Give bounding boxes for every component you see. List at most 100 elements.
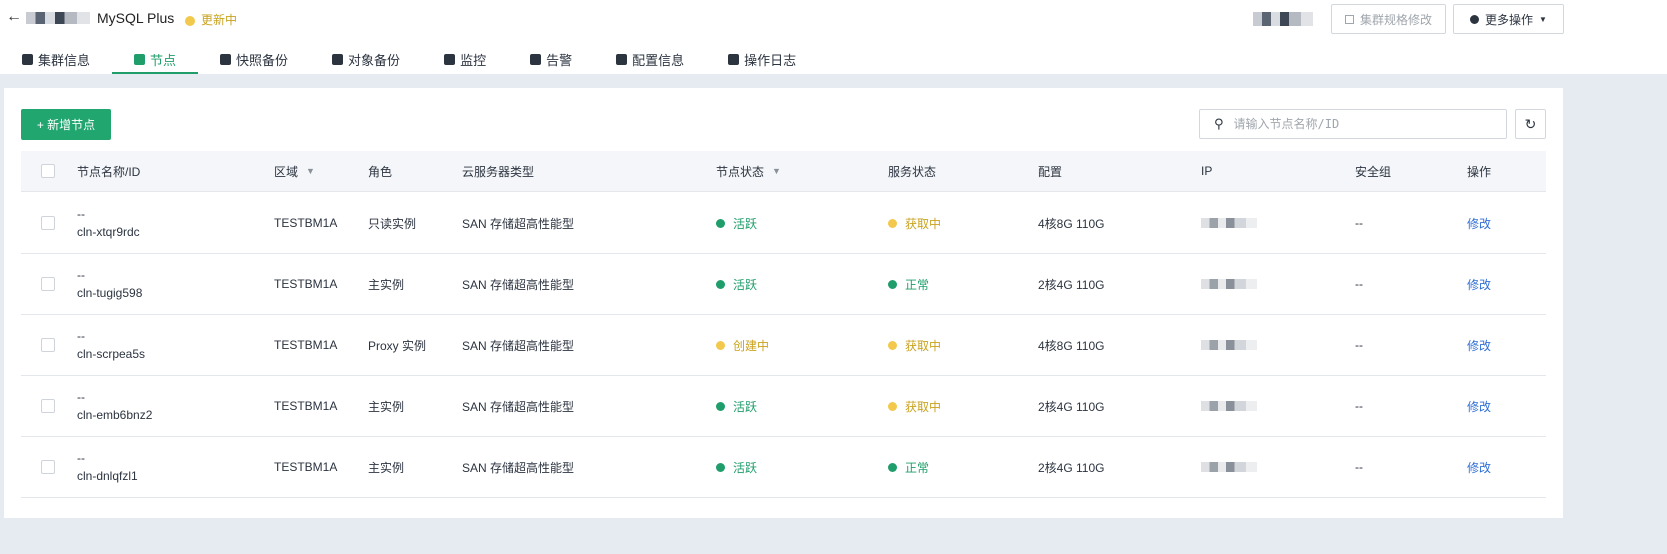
tab-6[interactable]: 配置信息	[594, 44, 706, 74]
row-checkbox[interactable]	[41, 277, 55, 291]
table-row: -- cln-dnlqfzl1 TESTBM1A 主实例 SAN 存储超高性能型 …	[21, 437, 1546, 498]
node-status-text: 活跃	[733, 460, 758, 475]
monitor-icon	[444, 53, 456, 65]
modify-link[interactable]: 修改	[1467, 277, 1492, 292]
region: TESTBM1A	[274, 216, 338, 230]
ip-redacted	[1201, 401, 1257, 411]
search-icon: ⚲	[1214, 116, 1224, 131]
status-dot-icon	[888, 279, 897, 289]
add-node-button[interactable]: + 新增节点	[21, 109, 111, 140]
more-icon	[1470, 14, 1480, 24]
spec-modify-button[interactable]: 集群规格修改	[1331, 4, 1446, 34]
service-status: 获取中	[888, 376, 941, 436]
tab-label: 对象备份	[348, 52, 401, 68]
status-dot-icon	[888, 218, 897, 228]
tab-4[interactable]: 监控	[422, 44, 508, 74]
camera-icon	[220, 53, 232, 65]
alarm-icon	[530, 53, 542, 65]
cube-icon	[22, 53, 33, 65]
server-type: SAN 存储超高性能型	[462, 460, 575, 475]
column-header-label: IP	[1201, 164, 1213, 178]
column-header: 节点状态 ▼	[716, 151, 781, 191]
column-header: IP	[1201, 151, 1212, 191]
role: 主实例	[368, 460, 405, 475]
tab-label: 配置信息	[632, 52, 685, 68]
column-header-label: 服务状态	[888, 164, 937, 179]
column-header-label: 节点名称/ID	[77, 164, 141, 179]
search-box: ⚲	[1199, 109, 1507, 139]
modify-link[interactable]: 修改	[1467, 399, 1492, 414]
tab-2[interactable]: 快照备份	[198, 44, 310, 74]
config: 4核8G 110G	[1038, 338, 1105, 353]
node-id: cln-xtqr9rdc	[77, 225, 140, 239]
search-input[interactable]	[1233, 117, 1484, 131]
refresh-icon: ↻	[1524, 115, 1537, 132]
status-dot-icon	[185, 15, 195, 26]
server-icon	[134, 53, 146, 65]
node-id: cln-tugig598	[77, 286, 143, 300]
column-header-label: 安全组	[1355, 164, 1392, 179]
server-type: SAN 存储超高性能型	[462, 338, 575, 353]
config: 2核4G 110G	[1038, 277, 1105, 292]
tab-0[interactable]: 集群信息	[0, 44, 112, 74]
status-dot-icon	[888, 462, 897, 472]
more-actions-button[interactable]: 更多操作 ▼	[1453, 4, 1564, 34]
tab-5[interactable]: 告警	[508, 44, 594, 74]
node-name: --	[77, 390, 85, 404]
page-title: MySQL Plus	[97, 10, 175, 26]
filter-icon[interactable]: ▼	[306, 166, 315, 176]
nodes-panel: + 新增节点 ⚲ ↻ 节点名称/ID 区域 ▼ 角色 云服务器类型 节点状态 ▼ 服务状态 配置…	[4, 88, 1563, 518]
column-header-label: 云服务器类型	[462, 164, 535, 179]
modify-link[interactable]: 修改	[1467, 338, 1492, 353]
server-type: SAN 存储超高性能型	[462, 216, 575, 231]
caret-down-icon: ▼	[1539, 14, 1547, 24]
select-all-checkbox[interactable]	[41, 164, 55, 178]
node-status-text: 创建中	[733, 338, 770, 353]
more-actions-label: 更多操作	[1485, 12, 1534, 27]
node-status-text: 活跃	[733, 277, 758, 292]
role: Proxy 实例	[368, 338, 427, 353]
tab-7[interactable]: 操作日志	[706, 44, 818, 74]
refresh-button[interactable]: ↻	[1515, 109, 1546, 139]
node-status-text: 活跃	[733, 399, 758, 414]
node-id: cln-dnlqfzl1	[77, 469, 138, 483]
tab-bar: 集群信息 节点 快照备份 对象备份 监控 告警 配置信息 操作日志	[0, 44, 818, 74]
column-header: 区域 ▼	[274, 151, 315, 191]
table-header: 节点名称/ID 区域 ▼ 角色 云服务器类型 节点状态 ▼ 服务状态 配置 IP 安全组 操作	[21, 151, 1546, 192]
tab-3[interactable]: 对象备份	[310, 44, 422, 74]
storage-icon	[332, 53, 344, 65]
service-status: 正常	[888, 437, 929, 497]
column-header-label: 区域	[274, 164, 299, 179]
region: TESTBM1A	[274, 277, 338, 291]
status-badge: 更新中	[185, 11, 237, 28]
node-status: 活跃	[716, 193, 757, 253]
service-status: 正常	[888, 254, 929, 314]
service-status-text: 获取中	[905, 399, 942, 414]
column-header: 安全组	[1355, 151, 1391, 191]
column-header: 服务状态	[888, 151, 936, 191]
ip-redacted	[1201, 218, 1257, 228]
table-row: -- cln-xtqr9rdc TESTBM1A 只读实例 SAN 存储超高性能型…	[21, 193, 1546, 254]
modify-link[interactable]: 修改	[1467, 216, 1492, 231]
node-status: 活跃	[716, 437, 757, 497]
row-checkbox[interactable]	[41, 460, 55, 474]
node-name: --	[77, 268, 85, 282]
service-status-text: 获取中	[905, 216, 942, 231]
row-checkbox[interactable]	[41, 338, 55, 352]
spec-modify-label: 集群规格修改	[1359, 12, 1432, 27]
ip-redacted	[1201, 340, 1257, 350]
tab-label: 监控	[460, 52, 487, 68]
modify-link[interactable]: 修改	[1467, 460, 1492, 475]
column-header-label: 配置	[1038, 164, 1063, 179]
table-row: -- cln-scrpea5s TESTBM1A Proxy 实例 SAN 存储超…	[21, 315, 1546, 376]
tab-label: 操作日志	[744, 52, 797, 68]
column-header-label: 节点状态	[716, 164, 765, 179]
tab-label: 告警	[546, 52, 573, 68]
back-arrow-icon[interactable]: ←	[6, 8, 22, 25]
tab-1[interactable]: 节点	[112, 44, 199, 74]
filter-icon[interactable]: ▼	[772, 166, 781, 176]
row-checkbox[interactable]	[41, 216, 55, 230]
status-text: 更新中	[201, 13, 238, 27]
ip-redacted	[1201, 462, 1257, 472]
row-checkbox[interactable]	[41, 399, 55, 413]
